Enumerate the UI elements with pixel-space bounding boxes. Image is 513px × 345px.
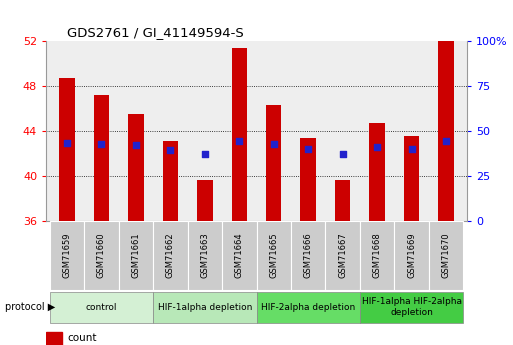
Text: GSM71668: GSM71668 [372, 233, 382, 278]
FancyBboxPatch shape [50, 292, 153, 323]
Point [304, 147, 312, 152]
Point [132, 142, 140, 147]
Point [442, 138, 450, 144]
Text: GSM71664: GSM71664 [235, 233, 244, 278]
Text: HIF-1alpha depletion: HIF-1alpha depletion [157, 303, 252, 312]
FancyBboxPatch shape [84, 221, 119, 290]
FancyBboxPatch shape [429, 221, 463, 290]
Point [97, 141, 106, 146]
Text: GSM71665: GSM71665 [269, 233, 278, 278]
FancyBboxPatch shape [256, 292, 360, 323]
FancyBboxPatch shape [153, 292, 256, 323]
Text: GSM71666: GSM71666 [304, 233, 313, 278]
Bar [404, 136, 420, 221]
FancyBboxPatch shape [360, 292, 463, 323]
Bar [93, 95, 109, 221]
Text: GSM71670: GSM71670 [442, 233, 450, 278]
Bar [369, 123, 385, 221]
Bar [231, 48, 247, 221]
Point [63, 140, 71, 146]
FancyBboxPatch shape [360, 221, 394, 290]
Text: GSM71669: GSM71669 [407, 233, 416, 278]
Bar [301, 138, 316, 221]
Point [235, 138, 243, 144]
FancyBboxPatch shape [222, 221, 256, 290]
FancyBboxPatch shape [119, 221, 153, 290]
Bar [335, 180, 350, 221]
Text: HIF-2alpha depletion: HIF-2alpha depletion [261, 303, 356, 312]
Bar [439, 41, 454, 221]
Text: GSM71660: GSM71660 [97, 233, 106, 278]
Point [201, 151, 209, 157]
Text: protocol ▶: protocol ▶ [5, 302, 55, 312]
Text: GSM71667: GSM71667 [338, 233, 347, 278]
Text: GSM71659: GSM71659 [63, 233, 71, 278]
FancyBboxPatch shape [325, 221, 360, 290]
Point [270, 141, 278, 147]
Bar [59, 78, 74, 221]
FancyBboxPatch shape [50, 221, 84, 290]
Point [166, 147, 174, 153]
Bar [163, 141, 178, 221]
Text: HIF-1alpha HIF-2alpha
depletion: HIF-1alpha HIF-2alpha depletion [362, 297, 462, 317]
Point [407, 147, 416, 152]
FancyBboxPatch shape [188, 221, 222, 290]
Bar [197, 180, 212, 221]
Text: GDS2761 / GI_41149594-S: GDS2761 / GI_41149594-S [67, 26, 244, 39]
FancyBboxPatch shape [394, 221, 429, 290]
Text: GSM71662: GSM71662 [166, 233, 175, 278]
Point [339, 152, 347, 157]
FancyBboxPatch shape [256, 221, 291, 290]
FancyBboxPatch shape [291, 221, 325, 290]
Text: GSM71661: GSM71661 [131, 233, 141, 278]
Text: count: count [68, 333, 97, 343]
Bar [46, 332, 62, 345]
Bar [266, 105, 282, 221]
Text: GSM71663: GSM71663 [200, 233, 209, 278]
Text: control: control [86, 303, 117, 312]
Bar [128, 114, 144, 221]
Point [373, 144, 381, 150]
FancyBboxPatch shape [153, 221, 188, 290]
